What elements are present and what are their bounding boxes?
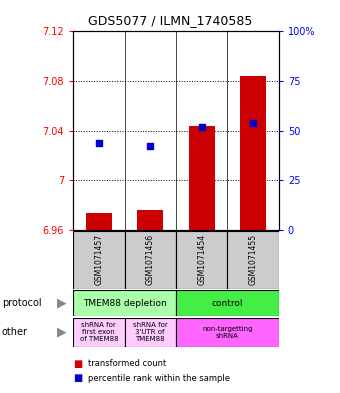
Text: ▶: ▶ [57, 296, 66, 310]
Text: ▶: ▶ [57, 326, 66, 339]
Bar [86, 213, 112, 230]
Text: protocol: protocol [2, 298, 41, 308]
Bar [176, 318, 279, 347]
Bar [227, 231, 279, 289]
Bar [73, 231, 124, 289]
Text: percentile rank within the sample: percentile rank within the sample [88, 374, 231, 382]
Point [199, 124, 204, 130]
Bar [176, 290, 279, 316]
Text: GSM1071455: GSM1071455 [249, 234, 258, 285]
Bar [240, 76, 266, 230]
Text: GSM1071456: GSM1071456 [146, 234, 155, 285]
Bar [176, 231, 227, 289]
Bar [73, 318, 124, 347]
Point [148, 142, 153, 149]
Text: ■: ■ [73, 358, 82, 369]
Text: non-targetting
shRNA: non-targetting shRNA [202, 326, 253, 339]
Bar [124, 318, 176, 347]
Bar [73, 290, 176, 316]
Text: shRNA for
first exon
of TMEM88: shRNA for first exon of TMEM88 [80, 322, 118, 342]
Text: GSM1071454: GSM1071454 [197, 234, 206, 285]
Text: ■: ■ [73, 373, 82, 383]
Bar [189, 126, 215, 230]
Text: transformed count: transformed count [88, 359, 167, 368]
Text: TMEM88 depletion: TMEM88 depletion [83, 299, 166, 307]
Point [250, 120, 256, 127]
Text: GDS5077 / ILMN_1740585: GDS5077 / ILMN_1740585 [88, 14, 252, 27]
Point [96, 140, 102, 146]
Text: other: other [2, 327, 28, 337]
Bar [137, 210, 163, 230]
Bar [124, 231, 176, 289]
Text: shRNA for
3'UTR of
TMEM88: shRNA for 3'UTR of TMEM88 [133, 322, 168, 342]
Text: GSM1071457: GSM1071457 [94, 234, 103, 285]
Text: control: control [211, 299, 243, 307]
